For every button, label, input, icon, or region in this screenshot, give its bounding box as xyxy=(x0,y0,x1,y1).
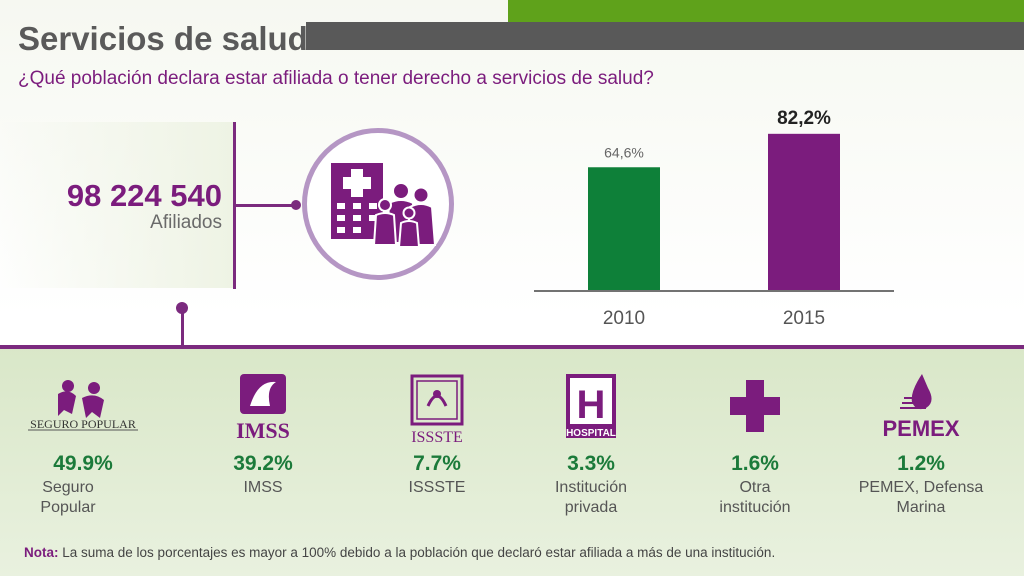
institution-pct: 1.2% xyxy=(897,452,945,475)
bar-2010 xyxy=(588,167,660,290)
data-label-2015: 82,2% xyxy=(777,108,831,129)
bar-2015 xyxy=(768,133,840,290)
tick-label-2010: 2010 xyxy=(603,308,645,329)
footnote-label: Nota: xyxy=(24,545,59,560)
svg-text:PEMEX: PEMEX xyxy=(882,416,959,441)
pin-stem xyxy=(181,310,184,348)
page-title: Servicios de salud xyxy=(18,20,308,57)
institution-name: Institución privada xyxy=(554,479,628,516)
stat-label: Afiliados xyxy=(150,212,222,233)
institutions-band xyxy=(0,345,1024,576)
page-subtitle: ¿Qué población declara estar afiliada o … xyxy=(18,68,654,89)
svg-text:ISSSTE: ISSSTE xyxy=(411,429,463,444)
band-top-line xyxy=(0,345,1024,349)
institution-pct: 49.9% xyxy=(53,452,113,475)
connector-dot xyxy=(291,200,301,210)
top-gray-bar xyxy=(306,22,1024,50)
svg-text:IMSS: IMSS xyxy=(236,418,290,443)
pin-dot xyxy=(176,302,188,314)
stat-panel xyxy=(0,122,234,288)
svg-text:HOSPITAL: HOSPITAL xyxy=(566,428,616,439)
institution-otra: 1.6% Otra institución xyxy=(680,366,830,518)
stat-number: 98 224 540 xyxy=(66,178,222,213)
svg-text:H: H xyxy=(577,383,606,427)
top-green-bar xyxy=(508,0,1024,22)
institution-pct: 3.3% xyxy=(567,452,615,475)
hospital-family-icon xyxy=(331,163,437,248)
pemex-logo: PEMEX xyxy=(846,366,996,444)
seguro-popular-logo: SEGURO POPULAR xyxy=(8,366,158,444)
cross-icon xyxy=(680,366,830,444)
institution-imss: IMSS 39.2% IMSS xyxy=(188,366,338,498)
institution-pct: 1.6% xyxy=(731,452,779,475)
stat-divider xyxy=(233,122,236,289)
imss-logo: IMSS xyxy=(188,366,338,444)
institution-name: Seguro Popular xyxy=(40,479,96,516)
footnote-text: La suma de los porcentajes es mayor a 10… xyxy=(58,545,776,560)
data-label-2010: 64,6% xyxy=(604,144,644,160)
institution-name: IMSS xyxy=(243,479,283,496)
institution-seguro-popular: SEGURO POPULAR 49.9% Seguro Popular xyxy=(8,366,158,518)
institution-pct: 39.2% xyxy=(233,452,293,475)
institution-issste: ISSSTE 7.7% ISSSTE xyxy=(362,366,512,498)
svg-text:SEGURO POPULAR: SEGURO POPULAR xyxy=(30,417,136,431)
institution-pemex: PEMEX 1.2% PEMEX, Defensa Marina xyxy=(846,366,996,518)
institution-privada: H HOSPITAL 3.3% Institución privada xyxy=(516,366,666,518)
affiliation-bar-chart: 64,6% 2010 82,2% 2015 xyxy=(534,108,894,329)
connector-line xyxy=(235,204,297,207)
footnote: Nota: La suma de los porcentajes es mayo… xyxy=(24,545,775,560)
health-services-icon xyxy=(302,128,454,280)
tick-label-2015: 2015 xyxy=(783,308,825,329)
institution-pct: 7.7% xyxy=(413,452,461,475)
institution-name: PEMEX, Defensa Marina xyxy=(858,479,984,516)
issste-logo: ISSSTE xyxy=(362,366,512,446)
institution-name: ISSSTE xyxy=(408,479,466,496)
hospital-logo: H HOSPITAL xyxy=(516,366,666,444)
institution-name: Otra institución xyxy=(719,479,791,516)
